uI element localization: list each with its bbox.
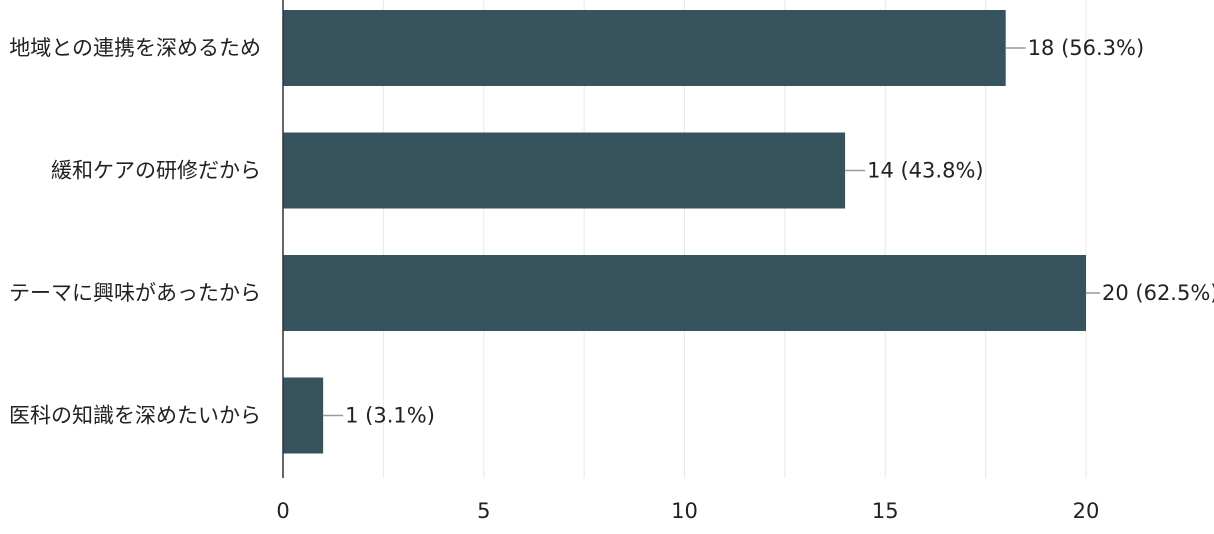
data-label: 20 (62.5%) [1102,281,1214,305]
category-label: 地域との連携を深めるため [9,36,261,60]
category-label: 緩和ケアの研修だから [51,159,261,183]
category-label: 医科の知識を深めたいから [9,404,261,428]
category-label: テーマに興味があったから [9,281,261,305]
x-tick-label: 15 [872,499,899,523]
data-label: 14 (43.8%) [867,159,984,183]
bar [283,132,846,209]
bar [283,10,1006,86]
bar [283,255,1086,331]
bar [283,377,324,454]
data-label: 1 (3.1%) [345,404,435,428]
x-tick-label: 5 [477,499,490,523]
labels: 18 (56.3%) 地域との連携を深めるため 14 (43.8%) 緩和ケアの研修だ… [9,36,1214,428]
axes: 0 5 10 15 20 [276,0,1099,523]
x-tick-label: 0 [276,499,289,523]
bars [283,10,1086,454]
x-tick-label: 10 [671,499,698,523]
data-label: 18 (56.3%) [1028,36,1145,60]
x-tick-label: 20 [1073,499,1100,523]
